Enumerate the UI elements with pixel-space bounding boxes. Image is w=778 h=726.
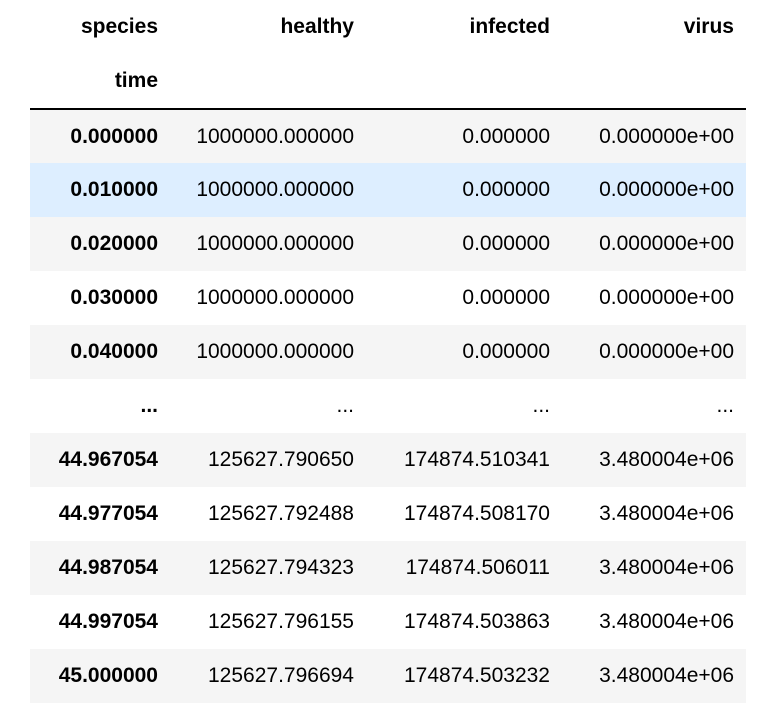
cell-infected: 174874.508170 [404, 502, 550, 525]
row-index: 44.977054 [58, 502, 158, 525]
cell-healthy: 1000000.000000 [196, 232, 354, 255]
cell-virus: 3.480004e+06 [599, 502, 734, 525]
cell-infected: 174874.510341 [404, 448, 550, 471]
cell-healthy: 1000000.000000 [196, 340, 354, 363]
cell-infected: ... [532, 394, 550, 417]
cell-healthy: 1000000.000000 [196, 124, 354, 148]
cell-healthy: 125627.794323 [208, 556, 354, 579]
table-row: 0.040000 1000000.000000 0.000000 0.00000… [30, 325, 746, 379]
table-row: 0.030000 1000000.000000 0.000000 0.00000… [30, 271, 746, 325]
cell-healthy: 125627.790650 [208, 448, 354, 471]
table-header: species healthy infected virus time [30, 0, 746, 110]
cell-healthy: 125627.796694 [208, 664, 354, 687]
column-header-virus: virus [683, 15, 734, 38]
column-header-infected: infected [469, 15, 550, 38]
row-index: 44.967054 [58, 448, 158, 471]
cell-healthy: ... [336, 394, 354, 417]
table-row: 44.997054 125627.796155 174874.503863 3.… [30, 595, 746, 649]
row-index: 0.030000 [70, 286, 158, 309]
dataframe-table-container: species healthy infected virus time 0.00… [30, 0, 746, 703]
cell-virus: 3.480004e+06 [599, 610, 734, 633]
cell-virus: 0.000000e+00 [599, 124, 734, 148]
column-header-healthy: healthy [280, 15, 354, 38]
cell-healthy: 1000000.000000 [196, 178, 354, 201]
table-row: 0.000000 1000000.000000 0.000000 0.00000… [30, 109, 746, 163]
cell-virus: 3.480004e+06 [599, 556, 734, 579]
cell-healthy: 125627.796155 [208, 610, 354, 633]
cell-virus: 3.480004e+06 [599, 448, 734, 471]
cell-healthy: 125627.792488 [208, 502, 354, 525]
cell-infected: 0.000000 [462, 232, 550, 255]
cell-virus: 0.000000e+00 [599, 340, 734, 363]
row-index: 0.000000 [70, 124, 158, 148]
cell-virus: 3.480004e+06 [599, 664, 734, 687]
cell-infected: 0.000000 [462, 178, 550, 201]
cell-virus: ... [716, 394, 734, 417]
table-row-ellipsis: ... ... ... ... [30, 379, 746, 433]
table-row: 45.000000 125627.796694 174874.503232 3.… [30, 649, 746, 703]
index-name-label: time [30, 54, 170, 110]
table-row: 44.987054 125627.794323 174874.506011 3.… [30, 541, 746, 595]
cell-virus: 0.000000e+00 [599, 286, 734, 309]
cell-healthy: 1000000.000000 [196, 286, 354, 309]
table-row: 0.010000 1000000.000000 0.000000 0.00000… [30, 163, 746, 217]
cell-infected: 174874.503232 [404, 664, 550, 687]
table-row: 44.977054 125627.792488 174874.508170 3.… [30, 487, 746, 541]
cell-infected: 174874.506011 [405, 556, 550, 579]
cell-virus: 0.000000e+00 [599, 178, 734, 201]
cell-virus: 0.000000e+00 [599, 232, 734, 255]
cell-infected: 0.000000 [462, 340, 550, 363]
table-row: 0.020000 1000000.000000 0.000000 0.00000… [30, 217, 746, 271]
row-index: 0.010000 [70, 178, 158, 201]
row-index: 0.020000 [70, 232, 158, 255]
column-header-row: species healthy infected virus [30, 0, 746, 54]
row-index: 44.997054 [58, 610, 158, 633]
row-index: 0.040000 [70, 340, 158, 363]
table-body: 0.000000 1000000.000000 0.000000 0.00000… [30, 109, 746, 703]
index-name-row: time [30, 54, 746, 110]
dataframe-table: species healthy infected virus time 0.00… [30, 0, 746, 703]
cell-infected: 0.000000 [462, 124, 550, 148]
row-index: ... [140, 394, 158, 417]
cell-infected: 174874.503863 [404, 610, 550, 633]
columns-name-label: species [80, 15, 158, 38]
table-row: 44.967054 125627.790650 174874.510341 3.… [30, 433, 746, 487]
row-index: 44.987054 [58, 556, 158, 579]
cell-infected: 0.000000 [462, 286, 550, 309]
row-index: 45.000000 [58, 664, 158, 687]
